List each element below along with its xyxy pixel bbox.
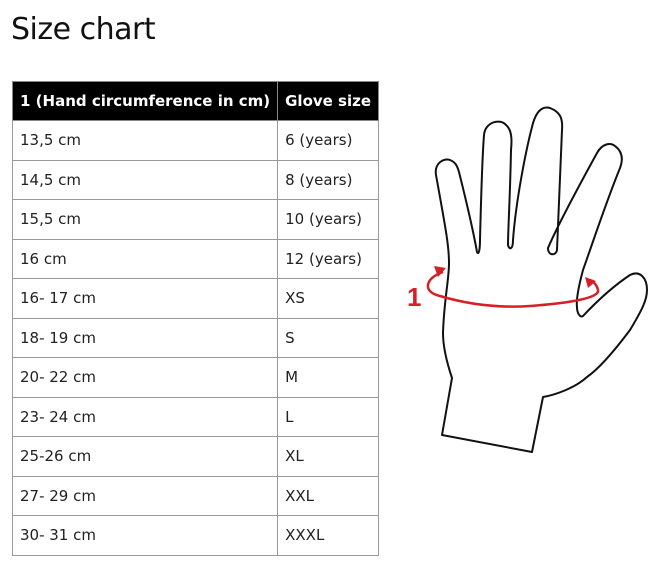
circumference-cell: 27- 29 cm <box>11 475 279 516</box>
table-row: 27- 29 cm XXL <box>11 475 380 516</box>
header-glove-size: Glove size <box>277 81 380 121</box>
table-row: 18- 19 cm S <box>11 317 380 358</box>
measurement-band <box>426 270 600 308</box>
glove-size-cell: 6 (years) <box>277 120 380 161</box>
circumference-cell: 16 cm <box>11 238 279 279</box>
marker-label: 1 <box>407 282 421 312</box>
glove-size-cell: 10 (years) <box>277 199 380 240</box>
page-title: Size chart <box>11 12 156 47</box>
table-row: 14,5 cm 8 (years) <box>11 159 380 200</box>
glove-size-cell: XXXL <box>277 515 380 556</box>
table-row: 16 cm 12 (years) <box>11 238 380 279</box>
circumference-cell: 20- 22 cm <box>11 357 279 398</box>
table-row: 15,5 cm 10 (years) <box>11 199 380 240</box>
circumference-cell: 25-26 cm <box>11 436 279 477</box>
arrow-right-icon <box>585 277 596 288</box>
circumference-cell: 30- 31 cm <box>11 515 279 556</box>
table-row: 30- 31 cm XXXL <box>11 515 380 556</box>
circumference-cell: 16- 17 cm <box>11 278 279 319</box>
glove-size-cell: L <box>277 396 380 437</box>
hand-outline <box>434 106 648 453</box>
glove-size-cell: 12 (years) <box>277 238 380 279</box>
header-hand-circumference: 1 (Hand circumference in cm) <box>11 81 279 121</box>
table-header-row: 1 (Hand circumference in cm) Glove size <box>11 81 380 121</box>
table-row: 20- 22 cm M <box>11 357 380 398</box>
glove-size-cell: 8 (years) <box>277 159 380 200</box>
table-row: 16- 17 cm XS <box>11 278 380 319</box>
glove-size-cell: M <box>277 357 380 398</box>
glove-size-cell: XXL <box>277 475 380 516</box>
glove-size-cell: S <box>277 317 380 358</box>
circumference-cell: 18- 19 cm <box>11 317 279 358</box>
table-row: 25-26 cm XL <box>11 436 380 477</box>
glove-size-cell: XS <box>277 278 380 319</box>
arrow-left-icon <box>434 266 446 277</box>
circumference-cell: 14,5 cm <box>11 159 279 200</box>
size-table: 1 (Hand circumference in cm) Glove size … <box>11 81 380 556</box>
